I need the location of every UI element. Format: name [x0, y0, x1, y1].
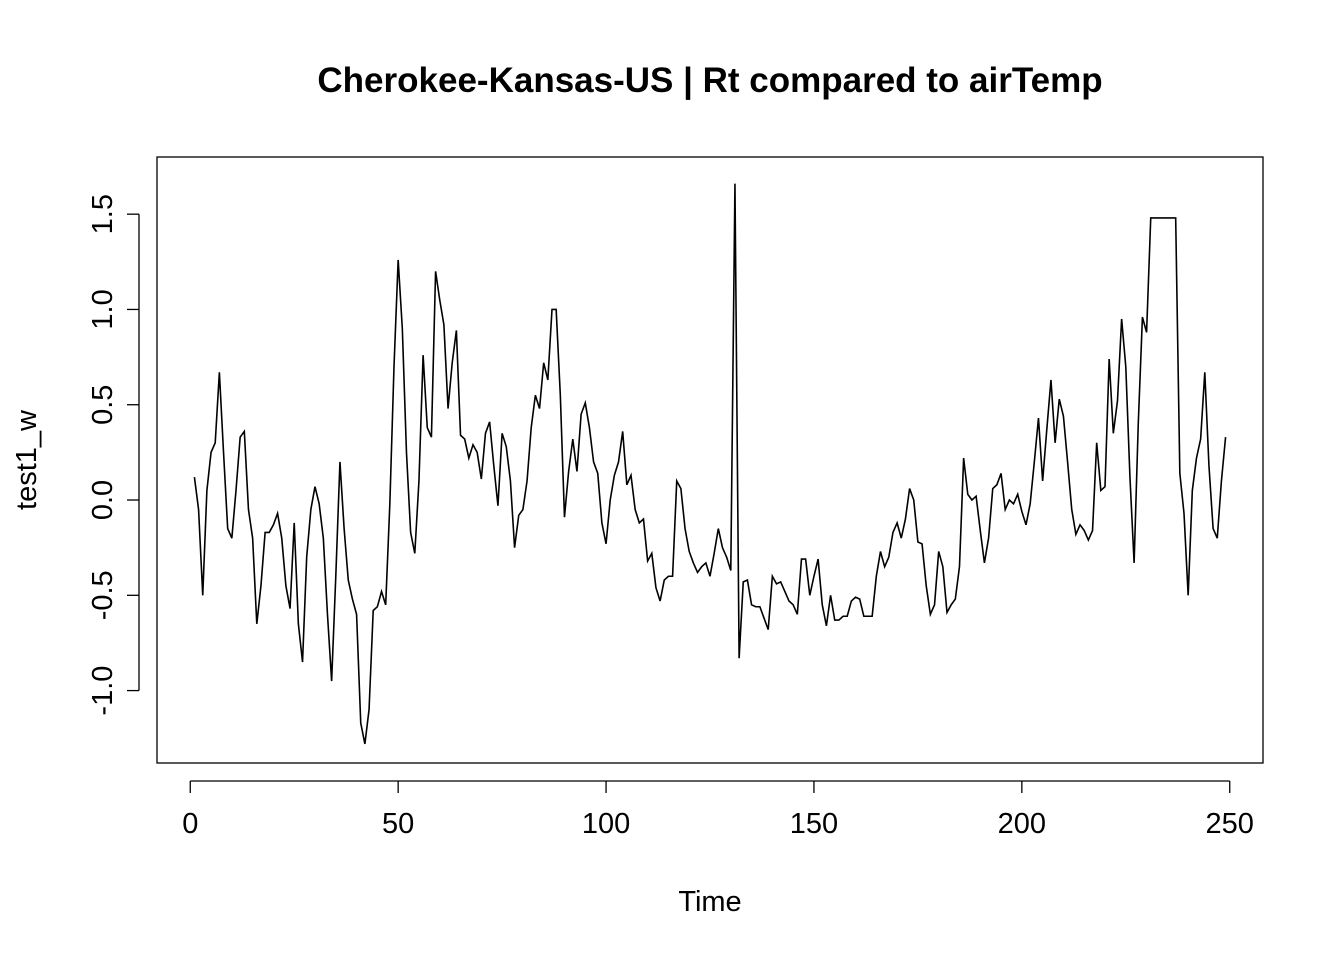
y-axis: -1.0 -0.5 0.0 0.5 1.0 1.5 [87, 194, 140, 716]
x-axis-label: Time [678, 886, 741, 918]
y-tick-label: 0.5 [87, 385, 119, 425]
x-tick-label: 200 [998, 808, 1046, 840]
y-tick-label: -0.5 [87, 570, 119, 620]
x-tick-label: 50 [382, 808, 414, 840]
y-tick-label: 0.0 [87, 480, 119, 520]
y-tick-label: 1.5 [87, 194, 119, 234]
series-line-test1-w [193, 183, 1227, 745]
x-tick-label: 150 [790, 808, 838, 840]
x-tick-label: 100 [582, 808, 630, 840]
plot-frame [156, 156, 1264, 764]
x-axis: 0 50 100 150 200 250 [182, 780, 1254, 840]
y-tick-label: -1.0 [87, 666, 119, 716]
chart-title: Cherokee-Kansas-US | Rt compared to airT… [317, 61, 1102, 100]
y-tick-label: 1.0 [87, 289, 119, 329]
x-tick-label: 0 [182, 808, 198, 840]
y-axis-label: test1_w [11, 409, 43, 510]
x-tick-label: 250 [1206, 808, 1254, 840]
